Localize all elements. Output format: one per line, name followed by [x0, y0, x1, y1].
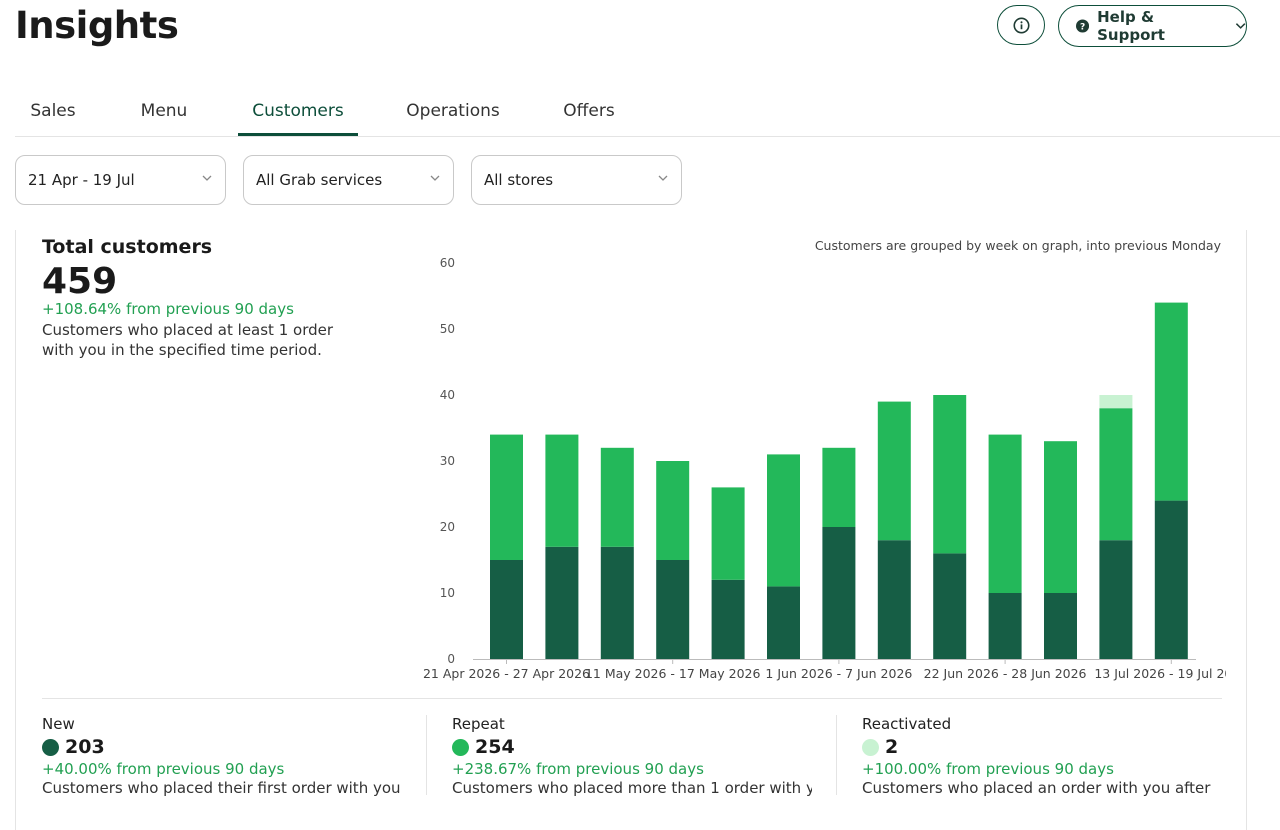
bar-new — [1044, 593, 1077, 659]
legend-reactivated-dot — [862, 738, 879, 756]
tab-operations[interactable]: Operations — [406, 101, 500, 121]
legend-reactivated: Reactivated 2 +100.00% from previous 90 … — [862, 715, 1222, 797]
x-tick-label: 22 Jun 2026 - 28 Jun 2026 — [924, 666, 1087, 681]
bar-repeat — [877, 401, 911, 541]
y-tick-label: 60 — [440, 256, 455, 270]
x-tick-label: 13 Jul 2026 - 19 Jul 2026 — [1094, 666, 1226, 681]
total-customers-description: Customers who placed at least 1 order wi… — [42, 321, 334, 359]
legend-new-dot — [42, 738, 59, 756]
bar-new — [933, 553, 967, 659]
legend-repeat-dot — [452, 738, 469, 756]
stores-select[interactable]: All stores — [471, 155, 682, 205]
x-tick-label: 21 Apr 2026 - 27 Apr 2026 — [423, 666, 590, 681]
bar-repeat — [767, 454, 800, 587]
bar-repeat — [600, 447, 634, 547]
bar-new — [1099, 540, 1133, 659]
stores-value: All stores — [484, 171, 554, 189]
legend-new-label: New — [42, 715, 75, 733]
legend-repeat-description: Customers who placed more than 1 order w… — [452, 779, 812, 797]
tab-sales[interactable]: Sales — [30, 101, 76, 121]
legend-repeat-change: +238.67% from previous 90 days — [452, 760, 704, 778]
question-icon: ? — [1076, 19, 1090, 33]
bar-new — [600, 546, 634, 659]
bar-new — [988, 593, 1022, 659]
y-tick-label: 40 — [440, 388, 455, 402]
legend-reactivated-value: 2 — [885, 736, 899, 758]
date-range-value: 21 Apr - 19 Jul — [28, 171, 135, 189]
tab-offers[interactable]: Offers — [563, 101, 615, 121]
bar-new — [822, 527, 856, 659]
chevron-down-icon — [1235, 23, 1246, 29]
legend-separator — [836, 715, 837, 795]
page-title: Insights — [15, 4, 179, 47]
bar-new — [767, 586, 800, 659]
chevron-down-icon — [202, 175, 212, 181]
legend-new: New 203 +40.00% from previous 90 days Cu… — [42, 715, 402, 797]
y-tick-label: 50 — [440, 322, 455, 336]
bar-new — [656, 560, 690, 659]
help-support-label: Help & Support — [1097, 8, 1165, 44]
bar-new — [711, 579, 745, 659]
x-tick-label: 1 Jun 2026 - 7 Jun 2026 — [765, 666, 912, 681]
legend-repeat: Repeat 254 +238.67% from previous 90 day… — [452, 715, 812, 797]
bar-repeat — [1154, 302, 1188, 501]
bar-new — [490, 560, 523, 659]
divider — [42, 698, 1222, 699]
bar-repeat — [1099, 408, 1133, 541]
info-icon — [1012, 16, 1030, 34]
customers-card: Total customers 459 +108.64% from previo… — [15, 230, 1247, 830]
chevron-down-icon — [430, 175, 440, 181]
services-select[interactable]: All Grab services — [243, 155, 454, 205]
legend-repeat-label: Repeat — [452, 715, 505, 733]
chart-note: Customers are grouped by week on graph, … — [814, 238, 1221, 253]
bar-new — [877, 540, 911, 659]
svg-text:?: ? — [1080, 22, 1085, 32]
help-support-button[interactable]: ? Help & Support — [1058, 5, 1247, 47]
services-value: All Grab services — [256, 171, 383, 189]
customers-bar-chart: 0 10 20 30 40 50 60 21 Apr 2026 - 27 Apr 202611… — [423, 256, 1226, 681]
legend-reactivated-label: Reactivated — [862, 715, 952, 733]
y-tick-label: 20 — [440, 520, 455, 534]
bar-repeat — [988, 434, 1022, 593]
bar-repeat — [1044, 441, 1077, 593]
total-customers-change: +108.64% from previous 90 days — [42, 300, 294, 318]
tab-bar: Sales Menu Customers Operations Offers — [15, 88, 1280, 137]
bar-repeat — [656, 461, 690, 560]
y-tick-label: 0 — [447, 652, 455, 666]
legend-repeat-value: 254 — [475, 736, 515, 758]
bar-new — [1154, 500, 1188, 659]
total-customers-title: Total customers — [42, 236, 213, 258]
legend-separator — [426, 715, 427, 795]
tab-customers[interactable]: Customers — [238, 88, 358, 136]
legend-reactivated-change: +100.00% from previous 90 days — [862, 760, 1114, 778]
legend-reactivated-description: Customers who placed an order with you a… — [862, 779, 1211, 797]
bar-repeat — [545, 434, 579, 547]
legend-new-change: +40.00% from previous 90 days — [42, 760, 285, 778]
legend-new-value: 203 — [65, 736, 105, 758]
bar-reactivated — [1099, 395, 1133, 409]
bar-repeat — [490, 434, 523, 560]
tab-menu[interactable]: Menu — [140, 101, 188, 121]
total-customers-value: 459 — [42, 261, 118, 302]
bar-new — [545, 546, 579, 659]
x-tick-label: 11 May 2026 - 17 May 2026 — [585, 666, 761, 681]
legend-new-description: Customers who placed their first order w… — [42, 779, 402, 797]
info-button[interactable] — [997, 5, 1045, 45]
bar-repeat — [711, 487, 745, 580]
date-range-select[interactable]: 21 Apr - 19 Jul — [15, 155, 226, 205]
chevron-down-icon — [658, 175, 668, 181]
bar-repeat — [822, 447, 856, 527]
y-tick-label: 10 — [440, 586, 455, 600]
y-tick-label: 30 — [440, 454, 455, 468]
bar-repeat — [933, 395, 967, 554]
